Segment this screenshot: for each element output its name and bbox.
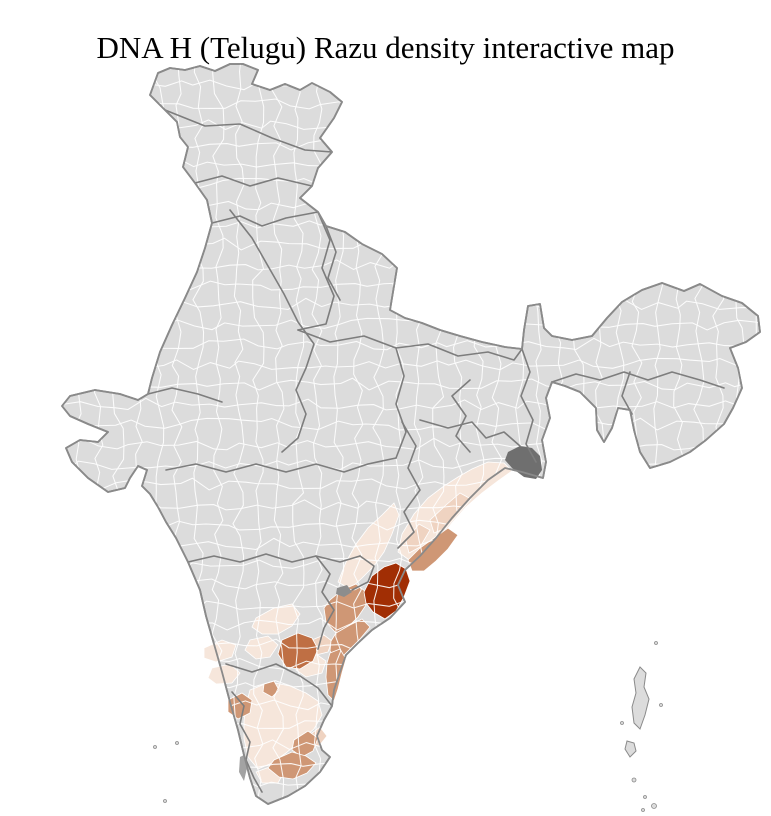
- island-dot: [643, 795, 647, 799]
- district-density-3[interactable]: [323, 583, 367, 634]
- island-dot: [175, 741, 179, 745]
- district-density-5[interactable]: [363, 562, 411, 620]
- india-landmass: [61, 63, 761, 805]
- sundarbans-delta: [505, 446, 542, 479]
- island-dot: [654, 641, 658, 645]
- island-dot: [631, 777, 637, 783]
- state-borders: [147, 109, 725, 793]
- district-density-3[interactable]: [407, 527, 459, 572]
- island-dot: [641, 808, 645, 812]
- island-dot: [153, 745, 157, 749]
- island-dot: [659, 703, 663, 707]
- island-dot: [620, 721, 624, 725]
- small-dark-district: [336, 585, 352, 597]
- district-density-1[interactable]: [207, 663, 241, 685]
- island: [624, 740, 637, 758]
- district-density-3[interactable]: [325, 648, 347, 702]
- island: [631, 666, 650, 730]
- district-density-1[interactable]: [203, 639, 237, 663]
- district-density-4[interactable]: [277, 632, 319, 670]
- coastline: [61, 63, 761, 805]
- map-title: DNA H (Telugu) Razu density interactive …: [96, 29, 675, 65]
- island-dot: [651, 803, 657, 809]
- islands: [153, 641, 663, 812]
- island-dot: [163, 799, 167, 803]
